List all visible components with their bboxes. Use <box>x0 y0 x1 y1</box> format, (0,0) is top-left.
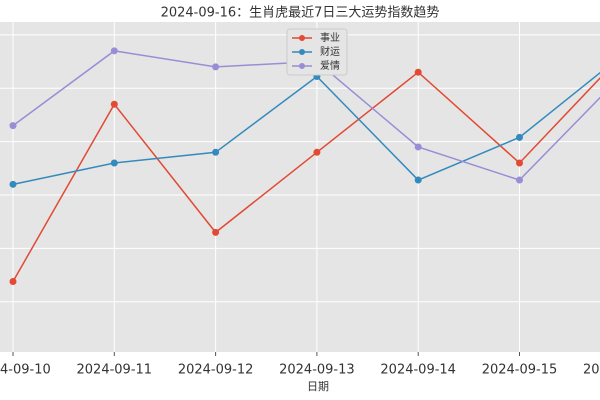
legend-marker <box>299 63 305 69</box>
data-point <box>110 47 118 55</box>
x-tick-label: 2024-09-13 <box>279 363 355 378</box>
x-tick-label: 2024-09-15 <box>482 363 558 378</box>
legend-label: 爱情 <box>320 59 340 72</box>
x-tick-label: 2024-09-12 <box>178 363 254 378</box>
data-point <box>414 68 422 76</box>
data-point <box>516 176 523 184</box>
plot-background <box>0 22 600 352</box>
legend-marker <box>299 49 305 55</box>
data-point <box>9 122 17 130</box>
data-point <box>110 159 118 167</box>
legend-label: 事业 <box>320 31 340 44</box>
chart-title: 2024-09-16：生肖虎最近7日三大运势指数趋势 <box>161 5 440 21</box>
legend-marker <box>299 35 305 41</box>
data-point <box>212 63 220 71</box>
data-point <box>516 159 523 167</box>
data-point <box>313 148 321 156</box>
x-tick-label: 2024-09-16 <box>583 363 600 378</box>
data-point <box>516 133 523 141</box>
data-point <box>212 228 220 236</box>
grid <box>0 22 600 352</box>
x-tick-label: 2024-09-10 <box>0 363 51 378</box>
x-tick-label: 2024-09-14 <box>380 363 456 378</box>
data-point <box>212 148 220 156</box>
x-axis-label: 日期 <box>307 380 329 393</box>
legend-label: 财运 <box>320 45 340 58</box>
data-point <box>414 143 422 151</box>
x-tick-label: 2024-09-11 <box>77 363 153 378</box>
data-point <box>9 180 17 188</box>
data-point <box>414 176 422 184</box>
data-point <box>110 100 118 108</box>
data-point <box>9 278 17 286</box>
